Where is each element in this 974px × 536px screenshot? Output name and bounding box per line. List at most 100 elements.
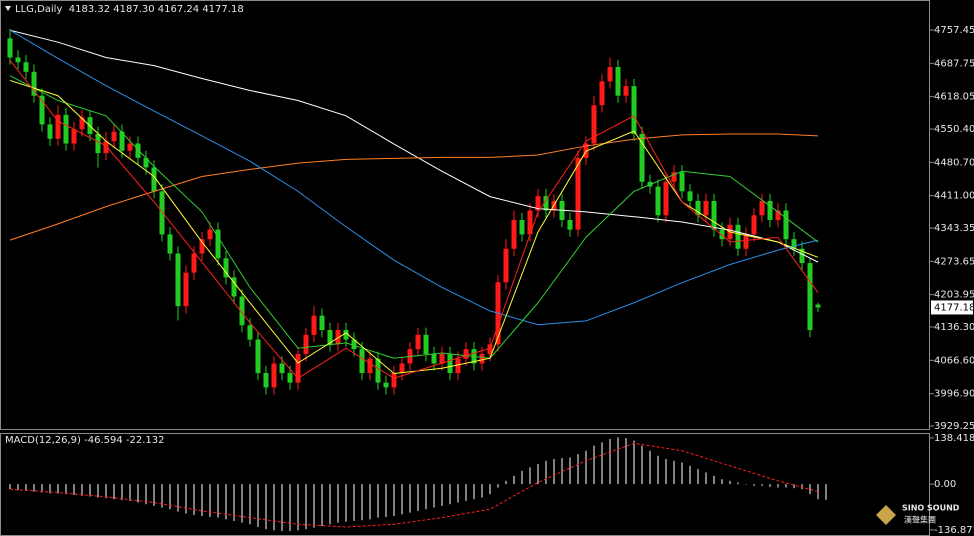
macd-bar [33, 484, 35, 492]
macd-bar [73, 484, 75, 495]
macd-bar [345, 484, 347, 522]
current-price-box [931, 300, 973, 315]
macd-bar [409, 484, 411, 513]
y-tick-label: 4136.30 [934, 322, 974, 333]
macd-bar [737, 482, 739, 485]
candle-body [207, 229, 213, 240]
candle-body [359, 349, 365, 374]
candle-body [167, 234, 173, 254]
macd-bar [465, 484, 467, 501]
candle-body [39, 95, 45, 125]
candle-body [447, 353, 453, 374]
candle-body [431, 353, 437, 364]
candle-body [391, 373, 397, 388]
y-tick-label: 4411.00 [934, 191, 974, 202]
candle-body [383, 382, 389, 388]
y-tick-label: 4273.65 [934, 256, 974, 267]
candle-body [591, 105, 597, 144]
macd-bar [793, 484, 795, 489]
macd-bar [361, 484, 363, 521]
macd-bar [825, 484, 827, 500]
candle-body [799, 248, 805, 264]
macd-bar [633, 440, 635, 485]
macd-bar [89, 484, 91, 497]
macd-bar [113, 484, 115, 500]
candle-body [783, 210, 789, 240]
candle-body [439, 353, 445, 364]
candle-body [367, 358, 373, 374]
macd-bar [273, 484, 275, 531]
macd-bar [177, 484, 179, 512]
candle-body [479, 353, 485, 364]
candle-body [119, 131, 125, 151]
candle-body [135, 143, 141, 158]
macd-bar [337, 484, 339, 523]
candle-body [503, 248, 509, 283]
macd-bar [217, 484, 219, 518]
macd-bar [369, 484, 371, 520]
candle-body [343, 330, 349, 340]
candle-body [95, 133, 101, 154]
macd-bar [545, 460, 547, 485]
candle-body [519, 220, 525, 235]
macd-bar [801, 484, 803, 490]
macd-bar [601, 442, 603, 485]
macd-bar [241, 484, 243, 523]
macd-bar [569, 457, 571, 485]
macd-bar [457, 484, 459, 503]
candle-body [151, 167, 157, 192]
y-tick-label: 3929.25 [934, 421, 974, 432]
macd-bar [649, 450, 651, 485]
macd-bar [689, 465, 691, 485]
menu-arrow[interactable] [5, 6, 11, 11]
candle-body [655, 186, 661, 216]
candle-body [623, 86, 629, 96]
macd-bar [777, 484, 779, 488]
macd-bar [433, 484, 435, 508]
macd-bar [497, 484, 499, 488]
macd-bar [681, 462, 683, 485]
candle-body [663, 181, 669, 216]
candle-body [375, 358, 381, 383]
macd-bar [609, 439, 611, 485]
macd-bar [129, 484, 131, 501]
macd-bar [145, 484, 147, 505]
y-tick-label: 4550.40 [934, 124, 974, 135]
candle-body [751, 215, 757, 235]
macd-bar [249, 484, 251, 525]
candle-body [423, 334, 429, 354]
candle-body [455, 358, 461, 374]
candle-body [247, 325, 253, 340]
macd-bar [393, 484, 395, 516]
candle-body [351, 339, 357, 350]
candle-body [231, 277, 237, 297]
macd-bar [665, 459, 667, 485]
y-tick-label: 4343.35 [934, 223, 974, 234]
chart-title: LLG,Daily 4183.32 4187.30 4167.24 4177.1… [15, 4, 244, 15]
candle-body [319, 315, 325, 331]
macd-bar [25, 484, 27, 491]
candle-body [735, 224, 741, 249]
macd-bar [449, 484, 451, 505]
candle-body [335, 330, 341, 345]
candle-body [239, 296, 245, 326]
macd-bar [585, 450, 587, 485]
macd-bar [121, 484, 123, 501]
macd-bar [753, 484, 755, 486]
y-tick-label: 4480.70 [934, 157, 974, 168]
candle-body [127, 143, 133, 151]
macd-bar [313, 484, 315, 528]
moving-average-line [9, 60, 819, 379]
y-tick-label: 4066.60 [934, 355, 974, 366]
candle-body [175, 253, 181, 307]
candle-body [271, 363, 277, 388]
macd-bar [577, 454, 579, 485]
macd-bar [505, 480, 507, 485]
macd-title: MACD(12,26,9) -46.594 -22.132 [5, 435, 165, 446]
candle-body [679, 172, 685, 192]
y-tick-label: 138.418 [934, 433, 974, 444]
macd-bar [193, 484, 195, 515]
current-price-label: 4177.18 [934, 302, 974, 313]
candle-body [15, 57, 21, 63]
